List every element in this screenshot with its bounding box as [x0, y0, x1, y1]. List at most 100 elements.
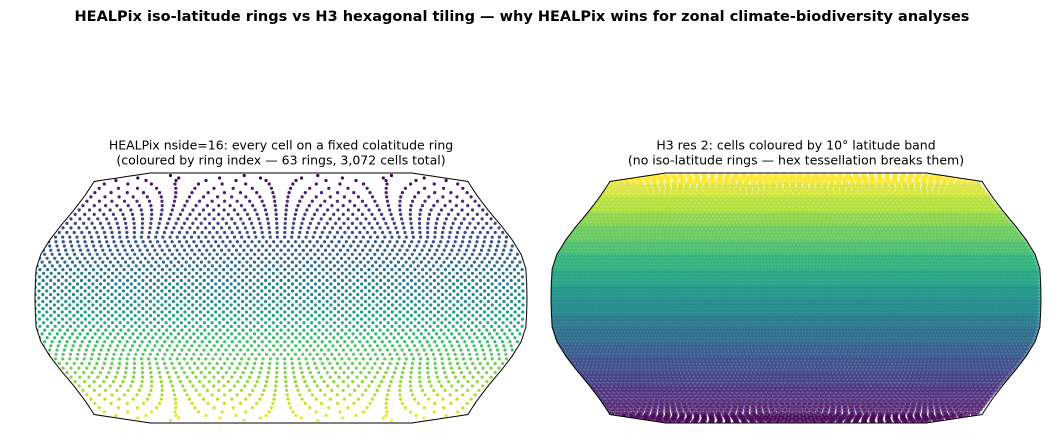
cell: [126, 388, 130, 392]
cell: [258, 397, 262, 401]
cell: [168, 317, 172, 321]
cell: [353, 248, 357, 252]
cell: [241, 292, 245, 297]
cell: [188, 336, 193, 340]
cell: [267, 410, 271, 414]
cell: [230, 361, 234, 366]
cell: [172, 366, 176, 370]
cell: [432, 388, 436, 392]
cell: [220, 226, 224, 230]
cell: [206, 282, 210, 286]
cell: [185, 240, 189, 244]
cell: [310, 375, 314, 379]
cell: [188, 226, 192, 230]
cell: [40, 332, 44, 336]
cell: [212, 384, 216, 388]
cell: [394, 313, 398, 318]
cell: [244, 397, 248, 401]
cell: [133, 271, 138, 275]
cell: [340, 235, 344, 239]
cell: [243, 352, 247, 356]
cell: [75, 336, 79, 340]
cell: [362, 256, 366, 260]
cell: [308, 221, 312, 225]
cell: [417, 313, 421, 318]
cell: [449, 401, 453, 405]
cell: [175, 357, 179, 361]
cell: [334, 221, 338, 225]
cell: [323, 199, 327, 203]
cell: [279, 344, 283, 348]
cell: [429, 303, 433, 307]
cell: [430, 256, 434, 260]
cell: [329, 268, 333, 272]
cell: [436, 275, 440, 279]
cell: [259, 366, 263, 370]
cell: [194, 292, 199, 297]
cell: [373, 393, 377, 397]
cell: [87, 271, 92, 275]
cell: [202, 321, 206, 325]
cell: [466, 268, 471, 272]
cell: [290, 361, 294, 366]
cell: [177, 176, 181, 180]
cell: [498, 256, 502, 260]
cell: [136, 244, 140, 248]
cell: [130, 324, 134, 328]
cell: [472, 248, 476, 252]
cell: [197, 357, 201, 361]
cell: [220, 366, 224, 370]
cell: [271, 191, 275, 195]
cell: [448, 361, 452, 366]
cell: [206, 324, 210, 328]
cell: [505, 256, 509, 260]
cell: [121, 256, 125, 260]
cell: [101, 344, 105, 348]
cell: [351, 260, 355, 264]
cell: [418, 380, 422, 384]
cell: [82, 221, 86, 225]
cell: [413, 310, 417, 314]
cell: [283, 303, 287, 307]
cell: [346, 406, 350, 410]
cell: [410, 292, 414, 297]
cell: [386, 321, 390, 325]
cell: [481, 226, 485, 230]
cell: [260, 324, 264, 328]
cell: [366, 260, 370, 264]
cell: [53, 336, 57, 340]
cell: [427, 344, 432, 348]
cell: [449, 366, 453, 370]
cell: [478, 321, 482, 325]
cell: [482, 352, 486, 356]
cell: [64, 313, 68, 318]
cell: [158, 256, 162, 260]
cell: [116, 344, 120, 348]
cell: [116, 260, 120, 264]
cell: [333, 313, 337, 318]
cell: [56, 344, 60, 348]
cell: [252, 268, 256, 272]
cell: [475, 240, 479, 244]
cell: [416, 264, 420, 268]
cell: [227, 366, 232, 370]
cell: [214, 275, 218, 279]
cell: [252, 296, 256, 300]
cell: [244, 303, 248, 307]
cell: [147, 357, 151, 361]
cell: [195, 313, 199, 318]
cell: [182, 344, 187, 348]
cell: [283, 375, 288, 379]
cell: [494, 285, 498, 290]
cell: [125, 285, 129, 290]
cell: [367, 208, 371, 212]
cell: [200, 340, 204, 344]
cell: [390, 344, 394, 348]
cell: [214, 268, 218, 272]
cell: [137, 303, 141, 307]
cell: [477, 264, 481, 268]
cell: [435, 217, 439, 221]
cell: [78, 248, 83, 252]
cell: [114, 413, 118, 418]
cell: [456, 230, 460, 235]
